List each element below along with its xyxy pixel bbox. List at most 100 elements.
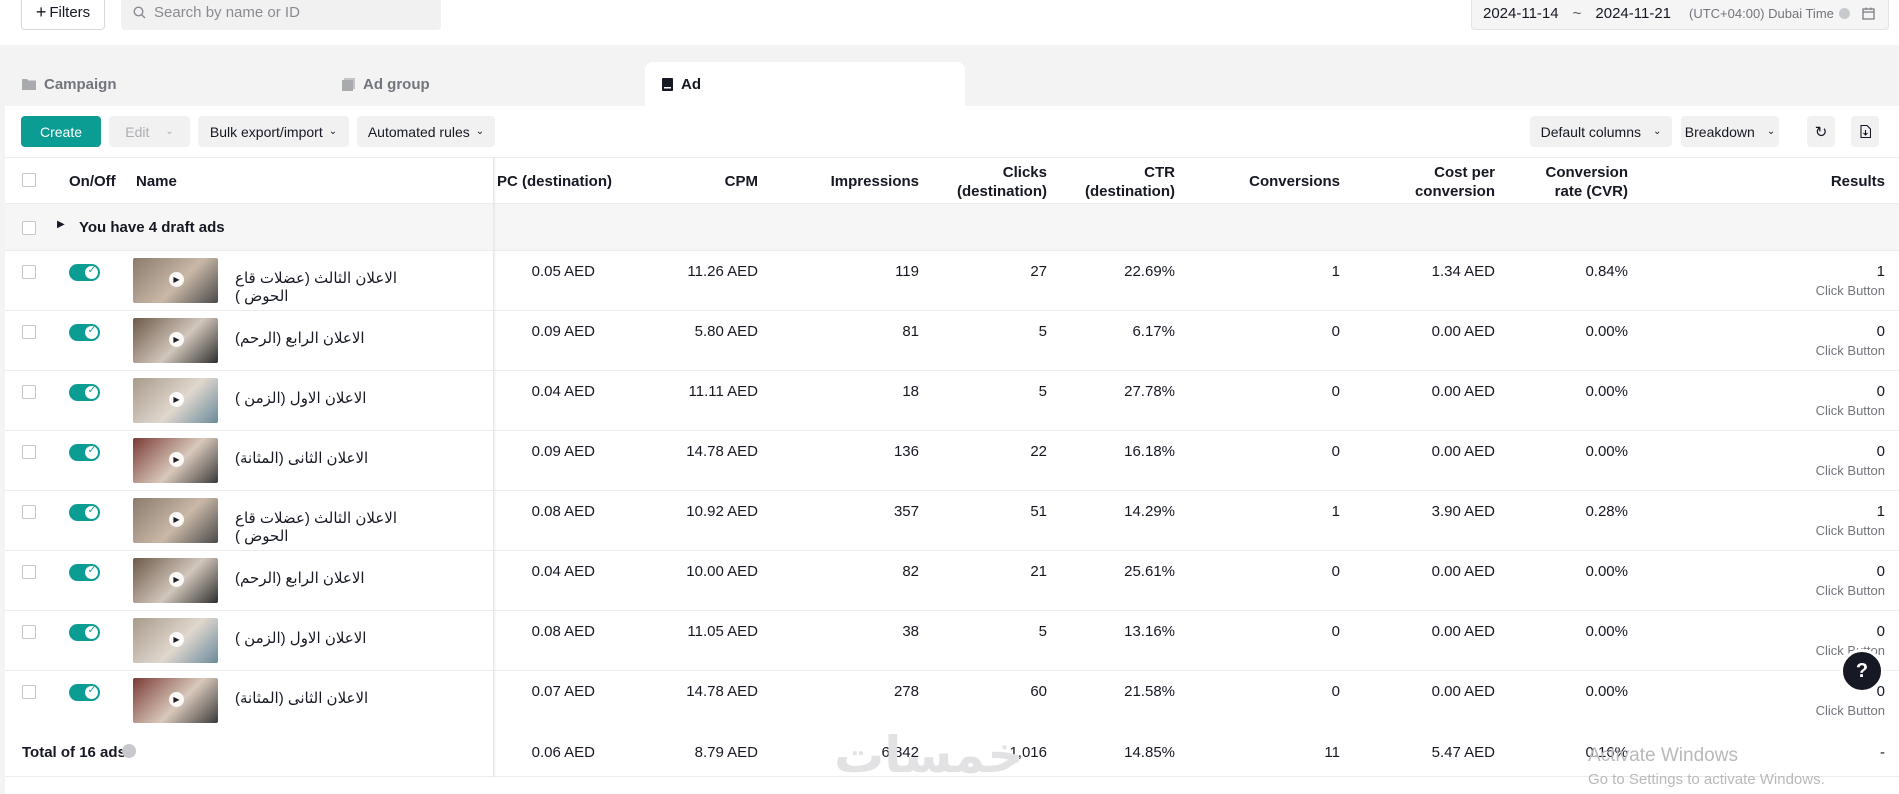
create-label: Create — [39, 123, 83, 140]
draft-ads-row[interactable]: ▶ You have 4 draft ads — [5, 204, 1899, 251]
cell-cvr: 0.00% — [1585, 683, 1628, 700]
tab-ad[interactable]: Ad — [645, 62, 965, 106]
cell-results: 0 — [1876, 623, 1885, 640]
video-thumbnail[interactable]: ▶ — [133, 498, 218, 543]
cell-cpm: 5.80 AED — [694, 323, 758, 340]
row-checkbox[interactable] — [22, 505, 36, 519]
row-checkbox[interactable] — [22, 565, 36, 579]
total-label: Total of 16 ads — [22, 744, 126, 761]
ad-status-toggle[interactable]: ✓ — [69, 504, 100, 521]
row-checkbox[interactable] — [22, 265, 36, 279]
ad-status-toggle[interactable]: ✓ — [69, 624, 100, 641]
ad-status-toggle[interactable]: ✓ — [69, 444, 100, 461]
ad-name[interactable]: الاعلان الاول (الزمن ) — [235, 630, 367, 647]
col-ctr[interactable]: CTR (destination) — [1055, 163, 1175, 201]
total-cpm: 8.79 AED — [694, 744, 758, 761]
draft-checkbox[interactable] — [22, 221, 36, 235]
breakdown-button[interactable]: Breakdown ⌄ — [1681, 116, 1779, 147]
ad-name[interactable]: الاعلان الثانى (المثانة) — [235, 690, 369, 707]
video-thumbnail[interactable]: ▶ — [133, 258, 218, 303]
play-icon: ▶ — [169, 332, 184, 347]
col-clicks[interactable]: Clicks (destination) — [925, 163, 1047, 201]
check-icon: ✓ — [87, 505, 96, 516]
tab-campaign[interactable]: Campaign — [22, 62, 322, 106]
video-thumbnail[interactable]: ▶ — [133, 438, 218, 483]
cell-results-type: Click Button — [1815, 283, 1885, 298]
select-all-checkbox[interactable] — [22, 173, 36, 187]
col-cvr[interactable]: Conversion rate (CVR) — [1505, 163, 1628, 201]
video-thumbnail[interactable]: ▶ — [133, 318, 218, 363]
ad-status-toggle[interactable]: ✓ — [69, 324, 100, 341]
ad-status-toggle[interactable]: ✓ — [69, 684, 100, 701]
bulk-export-import-button[interactable]: Bulk export/import ⌄ — [198, 116, 349, 147]
col-cpconv-line1: Cost per — [1434, 164, 1495, 181]
table-row[interactable]: ✓ ▶ الاعلان الثانى (المثانة) 0.07 AED 14… — [5, 671, 1899, 731]
create-button[interactable]: Create — [21, 116, 101, 147]
default-columns-button[interactable]: Default columns ⌄ — [1530, 116, 1672, 147]
col-clicks-line1: Clicks — [1002, 164, 1047, 181]
ad-status-toggle[interactable]: ✓ — [69, 264, 100, 281]
col-cpc[interactable]: PC (destination) — [497, 173, 612, 190]
ad-name[interactable]: الاعلان الرابع (الرحم) — [235, 330, 365, 347]
automated-rules-button[interactable]: Automated rules ⌄ — [357, 116, 495, 147]
export-button[interactable] — [1851, 116, 1879, 147]
video-thumbnail[interactable]: ▶ — [133, 618, 218, 663]
total-results: - — [1880, 744, 1885, 761]
tab-ad-group[interactable]: Ad group — [342, 62, 642, 106]
refresh-button[interactable]: ↻ — [1807, 116, 1835, 147]
frozen-column-divider — [493, 157, 496, 777]
filters-button[interactable]: + Filters — [21, 0, 105, 30]
video-thumbnail[interactable]: ▶ — [133, 678, 218, 723]
calendar-icon[interactable] — [1862, 7, 1875, 20]
cell-cost-per-conversion: 1.34 AED — [1431, 263, 1495, 280]
search-icon — [133, 5, 146, 18]
table-row[interactable]: ✓ ▶ الاعلان الثالث (عضلات قاع الحوض ) 0.… — [5, 251, 1899, 311]
cell-impressions: 18 — [902, 383, 919, 400]
table-row[interactable]: ✓ ▶ الاعلان الثانى (المثانة) 0.09 AED 14… — [5, 431, 1899, 491]
cell-cost-per-conversion: 3.90 AED — [1431, 503, 1495, 520]
col-conversions[interactable]: Conversions — [1249, 173, 1340, 190]
ad-status-toggle[interactable]: ✓ — [69, 564, 100, 581]
row-checkbox[interactable] — [22, 325, 36, 339]
table-row[interactable]: ✓ ▶ الاعلان الاول (الزمن ) 0.08 AED 11.0… — [5, 611, 1899, 671]
row-checkbox[interactable] — [22, 625, 36, 639]
help-button[interactable]: ? — [1840, 649, 1884, 693]
cell-cpc: 0.04 AED — [531, 383, 595, 400]
total-clicks: 1,016 — [1009, 744, 1047, 761]
table-row[interactable]: ✓ ▶ الاعلان الرابع (الرحم) 0.09 AED 5.80… — [5, 311, 1899, 371]
col-ctr-line1: CTR — [1144, 164, 1175, 181]
ad-name[interactable]: الاعلان الاول (الزمن ) — [235, 390, 367, 407]
search-input[interactable]: Search by name or ID — [121, 0, 441, 30]
col-cost-per-conversion[interactable]: Cost per conversion — [1345, 163, 1495, 201]
video-thumbnail[interactable]: ▶ — [133, 378, 218, 423]
video-thumbnail[interactable]: ▶ — [133, 558, 218, 603]
cell-impressions: 136 — [893, 443, 919, 460]
ad-name[interactable]: الاعلان الرابع (الرحم) — [235, 570, 365, 587]
ad-status-toggle[interactable]: ✓ — [69, 384, 100, 401]
cell-conversions: 0 — [1331, 683, 1340, 700]
cell-cvr: 0.00% — [1585, 443, 1628, 460]
table-row[interactable]: ✓ ▶ الاعلان الاول (الزمن ) 0.04 AED 11.1… — [5, 371, 1899, 431]
row-checkbox[interactable] — [22, 685, 36, 699]
cell-ctr: 6.17% — [1132, 323, 1175, 340]
ad-name[interactable]: الاعلان الثانى (المثانة) — [235, 450, 369, 467]
row-checkbox[interactable] — [22, 445, 36, 459]
cell-cpc: 0.08 AED — [531, 503, 595, 520]
cell-clicks: 21 — [1030, 563, 1047, 580]
col-results[interactable]: Results — [1830, 173, 1885, 190]
date-range-picker[interactable]: 2024-11-14 ~ 2024-11-21 (UTC+04:00) Duba… — [1471, 0, 1889, 30]
col-impressions[interactable]: Impressions — [830, 173, 919, 190]
play-icon: ▶ — [169, 272, 184, 287]
edit-button[interactable]: Edit ⌄ — [109, 116, 190, 147]
cell-impressions: 82 — [902, 563, 919, 580]
ad-name[interactable]: الاعلان الثالث (عضلات قاع الحوض ) — [235, 270, 397, 305]
ad-name[interactable]: الاعلان الثالث (عضلات قاع الحوض ) — [235, 510, 397, 545]
table-row[interactable]: ✓ ▶ الاعلان الرابع (الرحم) 0.04 AED 10.0… — [5, 551, 1899, 611]
row-checkbox[interactable] — [22, 385, 36, 399]
cell-cvr: 0.00% — [1585, 383, 1628, 400]
folder-icon — [22, 79, 36, 90]
cell-results-type: Click Button — [1815, 463, 1885, 478]
cell-cpm: 14.78 AED — [686, 683, 758, 700]
col-cpm[interactable]: CPM — [724, 173, 758, 190]
table-row[interactable]: ✓ ▶ الاعلان الثالث (عضلات قاع الحوض ) 0.… — [5, 491, 1899, 551]
